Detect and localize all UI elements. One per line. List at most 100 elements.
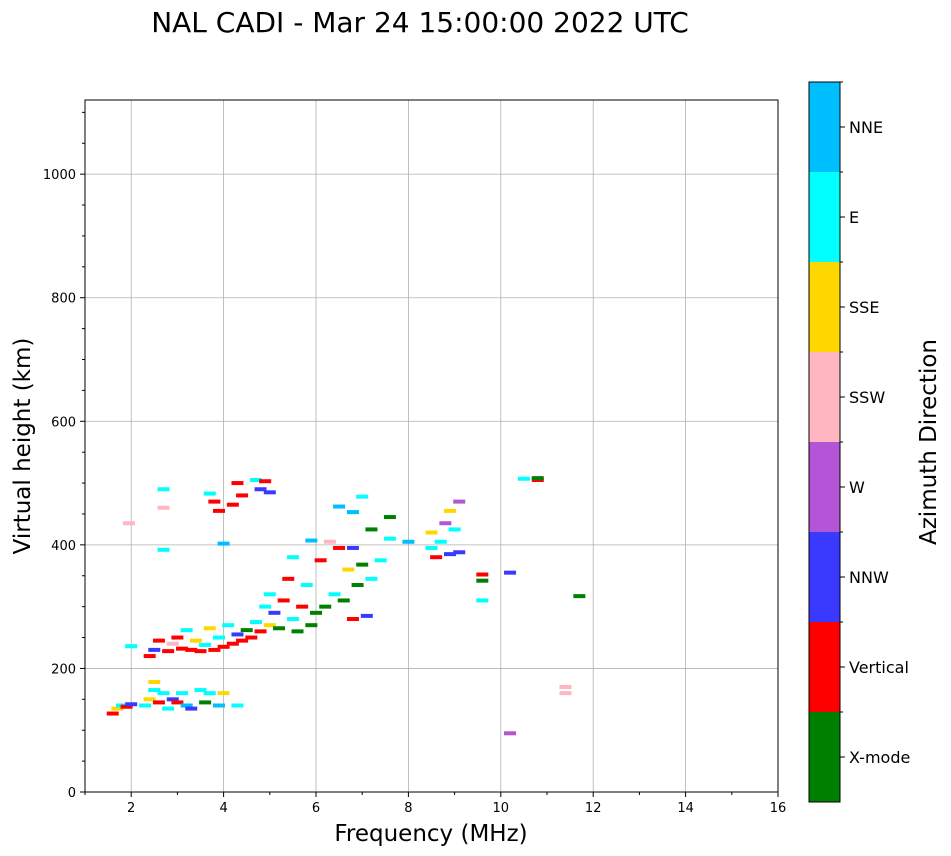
data-point [351,583,364,588]
data-point [157,505,170,510]
colorbar-segment [809,532,840,622]
data-point [194,688,207,693]
x-tick-label: 2 [127,801,135,816]
data-point [152,700,165,705]
data-point [212,508,225,513]
data-point [162,706,175,711]
x-tick-label: 8 [404,801,412,816]
data-point [180,703,193,708]
data-point [374,558,387,563]
data-point [282,576,295,581]
x-axis-label: Frequency (MHz) [334,821,527,847]
data-point [171,700,184,705]
data-point [319,604,332,609]
x-tick-label: 14 [677,801,694,816]
data-point [333,504,346,509]
data-point [402,539,415,544]
data-point [425,530,438,535]
data-point [476,572,489,577]
plot-area [84,99,779,793]
data-point [453,499,466,504]
data-point [249,477,262,482]
colorbar-label: Vertical [849,658,909,677]
x-axis: 2 4 6 8 10 12 14 16 [84,792,787,816]
data-point [236,493,249,498]
data-point [157,487,170,492]
data-point [139,703,152,708]
data-point [143,654,156,659]
x-tick-label: 12 [585,801,602,816]
data-point [573,594,586,599]
data-point [383,515,396,520]
data-point [268,610,281,615]
y-tick-label: 600 [51,415,76,430]
data-point [263,592,276,597]
colorbar-label: SSE [849,298,879,317]
data-point [504,731,517,736]
y-tick-label: 400 [51,539,76,554]
colorbar-segment [809,712,840,802]
data-point [166,697,179,702]
data-point [245,635,258,640]
data-point [152,638,165,643]
data-point [122,521,135,526]
data-point [208,647,221,652]
data-point [185,706,198,711]
data-points [106,476,586,736]
data-point [365,576,378,581]
colorbar-label: NNW [849,568,889,587]
data-point [203,691,216,696]
y-tick-label: 800 [51,292,76,307]
data-point [314,558,327,563]
data-point [166,641,179,646]
colorbar-label: W [849,478,865,497]
x-tick-label: 6 [312,801,320,816]
data-point [259,479,272,484]
data-point [231,632,244,637]
chart-title: NAL CADI - Mar 24 15:00:00 2022 UTC [151,6,689,39]
data-point [356,562,369,567]
data-point [199,700,212,705]
data-point [448,527,461,532]
data-point [305,538,318,543]
data-point [476,578,489,583]
colorbar-segment [809,172,840,262]
data-point [476,598,489,603]
y-tick-label: 1000 [43,168,76,183]
data-point [143,697,156,702]
x-tick-label: 16 [770,801,787,816]
y-axis: 0 200 400 600 800 1000 [43,111,85,801]
data-point [171,635,184,640]
data-point [157,691,170,696]
data-point [254,487,267,492]
data-point [259,604,272,609]
data-point [263,623,276,628]
data-point [236,638,249,643]
data-point [185,647,198,652]
colorbar-title: Azimuth Direction [916,339,942,545]
colorbar-label: SSW [849,388,885,407]
y-tick-label: 200 [51,662,76,677]
data-point [189,638,202,643]
data-point [222,623,235,628]
data-point [337,598,350,603]
y-axis-label: Virtual height (km) [10,338,36,555]
data-point [425,545,438,550]
data-point [217,691,230,696]
data-point [346,510,359,515]
data-point [434,539,447,544]
data-point [148,688,161,693]
data-point [106,711,119,716]
data-point [296,604,309,609]
colorbar-label: E [849,208,859,227]
data-point [443,552,456,557]
data-point [157,547,170,552]
data-point [249,620,262,625]
data-point [125,702,138,707]
data-point [286,555,299,560]
data-point [342,567,355,572]
colorbar-segment [809,622,840,712]
data-point [226,641,239,646]
data-point [217,644,230,649]
